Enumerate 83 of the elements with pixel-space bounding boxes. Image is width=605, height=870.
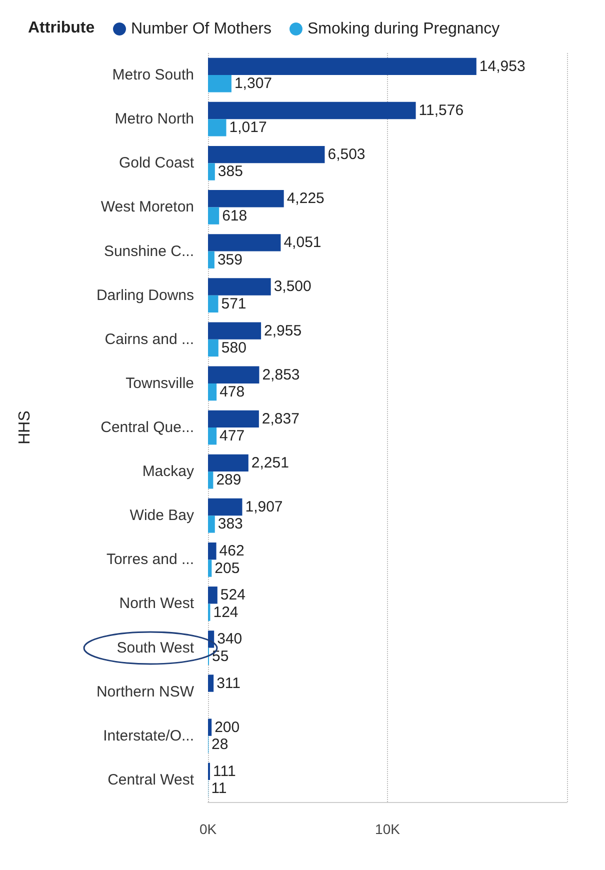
data-label: 205: [214, 560, 240, 577]
bar: [208, 472, 214, 489]
data-label: 14,953: [479, 58, 526, 75]
data-label: 6,503: [328, 146, 366, 164]
bar: [208, 428, 217, 445]
legend-label: Number Of Mothers: [131, 20, 272, 38]
data-label: 4,225: [286, 190, 324, 208]
data-label: 580: [221, 339, 246, 356]
y-tick-label: Darling Downs: [96, 286, 194, 304]
bar: [208, 674, 214, 692]
data-label: 2,251: [251, 454, 289, 472]
data-label: 11,576: [418, 102, 464, 119]
data-label: 28: [212, 736, 228, 754]
bar: [208, 366, 260, 384]
x-tick-label: 0K: [199, 821, 218, 837]
y-tick-label: West Moreton: [100, 198, 194, 216]
data-label: 1,907: [245, 498, 283, 516]
bar: [208, 234, 281, 252]
bar: [208, 146, 325, 164]
bar: [208, 586, 218, 604]
data-label: 289: [216, 472, 242, 489]
y-tick-label: Metro South: [112, 66, 194, 84]
bar: [208, 454, 248, 472]
legend-title: Attribute: [28, 20, 95, 36]
data-label: 2,853: [262, 366, 300, 384]
y-axis-title: HHS: [16, 410, 34, 444]
bar: [208, 102, 416, 120]
bar: [208, 295, 218, 313]
y-tick-label: Central Que...: [100, 419, 194, 436]
bar: [208, 163, 215, 180]
data-label: 477: [220, 428, 245, 445]
data-label: 1,307: [234, 75, 272, 92]
y-tick-label: Mackay: [142, 463, 194, 480]
data-label: 11: [211, 780, 227, 798]
bar: [208, 190, 284, 208]
bar: [208, 498, 242, 516]
data-label: 1,017: [229, 119, 267, 136]
bar: [208, 560, 212, 577]
y-tick-label: Interstate/O...: [103, 727, 194, 744]
y-tick-label: Townsville: [126, 374, 194, 392]
y-tick-label: Torres and ...: [106, 551, 194, 568]
bar: [208, 542, 216, 560]
bar: [208, 383, 217, 401]
data-label: 385: [218, 163, 243, 180]
data-label: 2,955: [264, 322, 302, 340]
bar: [208, 58, 476, 76]
y-tick-label: Wide Bay: [130, 507, 194, 524]
bar: [208, 75, 232, 92]
bar: [208, 410, 259, 428]
x-tick-label: 10K: [375, 821, 401, 837]
y-tick-label: Gold Coast: [118, 154, 195, 172]
data-label: 311: [216, 674, 241, 692]
legend-label: Smoking during Pregnancy: [307, 20, 500, 38]
y-tick-label: North West: [119, 595, 195, 612]
y-tick-label: Sunshine C...: [104, 242, 194, 260]
data-label: 571: [221, 295, 246, 312]
y-tick-label: Metro North: [114, 110, 194, 128]
bar: [208, 251, 214, 268]
data-label: 4,051: [284, 234, 322, 252]
bar: [208, 119, 226, 136]
data-label: 618: [222, 207, 248, 224]
data-label: 111: [212, 762, 236, 780]
bar: [208, 278, 271, 296]
data-label: 359: [217, 251, 242, 268]
data-label: 200: [214, 718, 240, 736]
y-tick-label: Central West: [108, 771, 195, 788]
bar: [208, 322, 262, 340]
data-label: 124: [213, 604, 238, 621]
bar: [208, 516, 215, 533]
data-label: 340: [217, 630, 242, 648]
data-label: 478: [220, 384, 245, 401]
y-tick-label: South West: [116, 639, 195, 656]
bar: [208, 339, 218, 357]
data-label: 2,837: [262, 410, 300, 428]
data-label: 383: [218, 516, 243, 533]
data-label: 3,500: [274, 278, 312, 296]
data-label: 55: [212, 648, 229, 665]
bar: [208, 718, 212, 736]
data-label: 524: [220, 586, 246, 604]
y-tick-label: Cairns and ...: [104, 330, 194, 348]
bar: [208, 207, 220, 224]
data-label: 462: [219, 542, 244, 560]
y-tick-label: Northern NSW: [96, 683, 195, 700]
